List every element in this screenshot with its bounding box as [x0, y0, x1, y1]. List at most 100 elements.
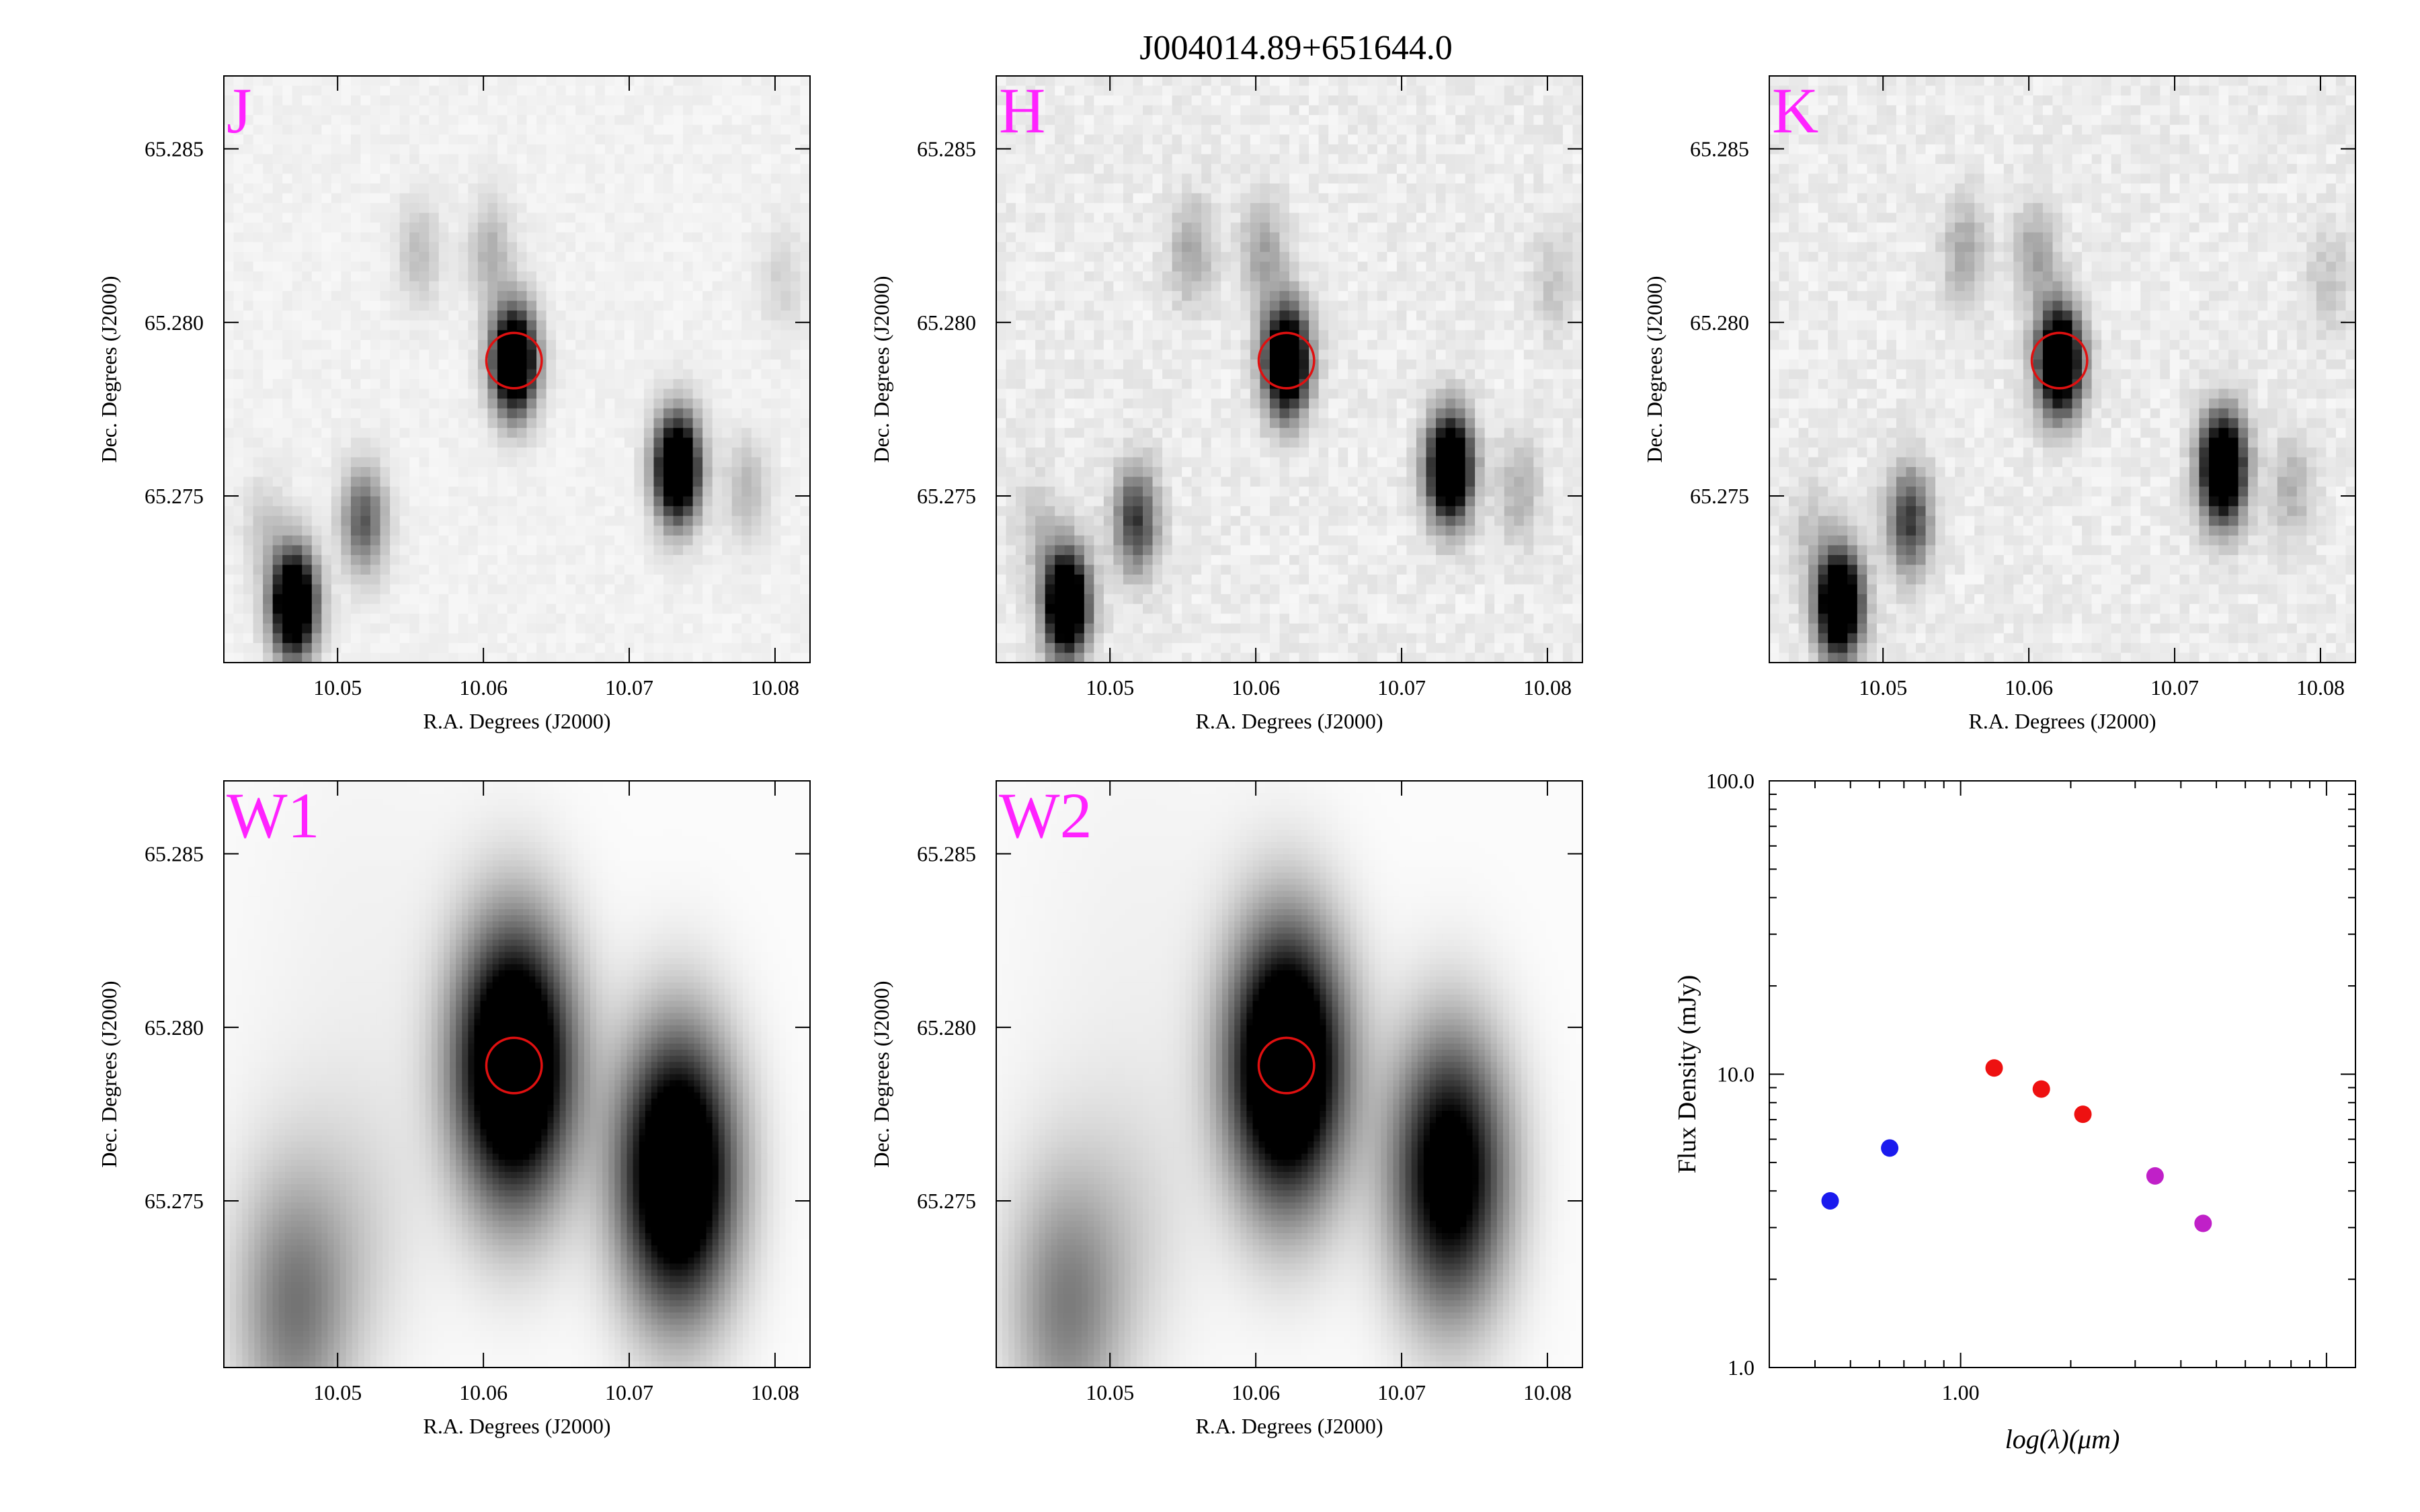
- image-pixel: [243, 95, 254, 106]
- image-pixel: [292, 95, 302, 106]
- image-pixel: [790, 154, 801, 165]
- image-pixel: [595, 418, 606, 429]
- image-pixel: [468, 515, 479, 526]
- image-pixel: [1143, 271, 1154, 282]
- image-pixel: [653, 95, 664, 106]
- image-pixel: [780, 545, 791, 556]
- image-pixel: [556, 476, 567, 487]
- image-pixel: [1357, 95, 1368, 106]
- image-pixel: [1475, 115, 1486, 126]
- image-pixel: [751, 594, 762, 605]
- image-pixel: [575, 535, 586, 546]
- image-pixel: [546, 95, 557, 106]
- image-pixel: [253, 427, 264, 438]
- image-pixel: [390, 359, 401, 370]
- image-pixel: [477, 584, 488, 595]
- image-pixel: [653, 212, 664, 223]
- image-pixel: [722, 564, 733, 575]
- image-pixel: [1406, 271, 1417, 282]
- image-pixel: [468, 281, 479, 292]
- image-pixel: [1094, 76, 1104, 87]
- image-pixel: [624, 564, 635, 575]
- image-pixel: [458, 339, 469, 350]
- image-pixel: [1269, 203, 1281, 214]
- image-pixel: [360, 614, 371, 624]
- image-pixel: [565, 633, 576, 644]
- image-pixel: [448, 467, 459, 478]
- image-pixel: [1406, 124, 1417, 135]
- image-pixel: [770, 623, 781, 634]
- image-pixel: [1465, 76, 1476, 87]
- image-pixel: [996, 134, 1007, 145]
- image-pixel: [477, 271, 488, 282]
- image-pixel: [331, 653, 341, 663]
- image-pixel: [1367, 291, 1378, 302]
- image-pixel: [722, 447, 733, 458]
- image-pixel: [536, 232, 547, 243]
- image-pixel: [448, 183, 459, 194]
- image-pixel: [360, 603, 371, 614]
- image-pixel: [517, 526, 528, 536]
- image-pixel: [1436, 183, 1447, 194]
- image-pixel: [263, 476, 274, 487]
- image-pixel: [731, 320, 742, 331]
- image-pixel: [468, 603, 479, 614]
- image-pixel: [683, 105, 694, 116]
- image-pixel: [565, 642, 576, 654]
- image-pixel: [224, 115, 235, 126]
- image-pixel: [253, 594, 264, 605]
- image-pixel: [448, 173, 459, 184]
- image-pixel: [282, 163, 293, 175]
- image-pixel: [565, 526, 576, 536]
- image-pixel: [790, 564, 801, 575]
- image-pixel: [263, 310, 274, 321]
- image-pixel: [663, 212, 674, 223]
- image-pixel: [1221, 144, 1232, 155]
- image-pixel: [1055, 154, 1065, 165]
- image-pixel: [399, 124, 410, 135]
- image-pixel: [429, 584, 440, 595]
- image-pixel: [996, 251, 1007, 263]
- image-pixel: [702, 623, 713, 634]
- image-pixel: [1025, 154, 1036, 165]
- image-pixel: [741, 105, 752, 116]
- image-pixel: [741, 614, 752, 624]
- image-pixel: [1025, 261, 1036, 272]
- image-pixel: [780, 85, 791, 96]
- image-pixel: [507, 603, 518, 614]
- image-pixel: [1230, 251, 1241, 263]
- image-pixel: [458, 144, 469, 155]
- image-pixel: [468, 623, 479, 634]
- y-axis-label: Dec. Degrees (J2000): [97, 276, 121, 462]
- image-pixel: [1416, 242, 1427, 253]
- image-pixel: [1260, 115, 1270, 126]
- image-pixel: [390, 203, 401, 214]
- image-pixel: [321, 545, 332, 556]
- image-pixel: [1406, 212, 1417, 223]
- image-pixel: [224, 95, 235, 106]
- image-pixel: [1484, 173, 1495, 184]
- image-pixel: [477, 291, 488, 302]
- image-pixel: [1279, 242, 1290, 253]
- image-pixel: [1475, 95, 1486, 106]
- image-pixel: [507, 115, 518, 126]
- image-pixel: [1504, 222, 1515, 233]
- image-pixel: [663, 173, 674, 184]
- image-pixel: [370, 642, 381, 654]
- image-pixel: [448, 487, 459, 497]
- image-pixel: [1006, 95, 1016, 106]
- image-pixel: [458, 623, 469, 634]
- image-pixel: [253, 261, 264, 272]
- image-pixel: [1357, 271, 1368, 282]
- image-pixel: [575, 476, 586, 487]
- image-pixel: [253, 134, 264, 145]
- image-pixel: [341, 339, 352, 350]
- image-pixel: [263, 349, 274, 360]
- image-pixel: [1211, 173, 1221, 184]
- image-pixel: [1572, 115, 1583, 126]
- image-pixel: [263, 115, 274, 126]
- image-pixel: [302, 163, 313, 175]
- image-pixel: [409, 339, 420, 350]
- image-pixel: [1328, 193, 1339, 204]
- image-pixel: [585, 310, 596, 321]
